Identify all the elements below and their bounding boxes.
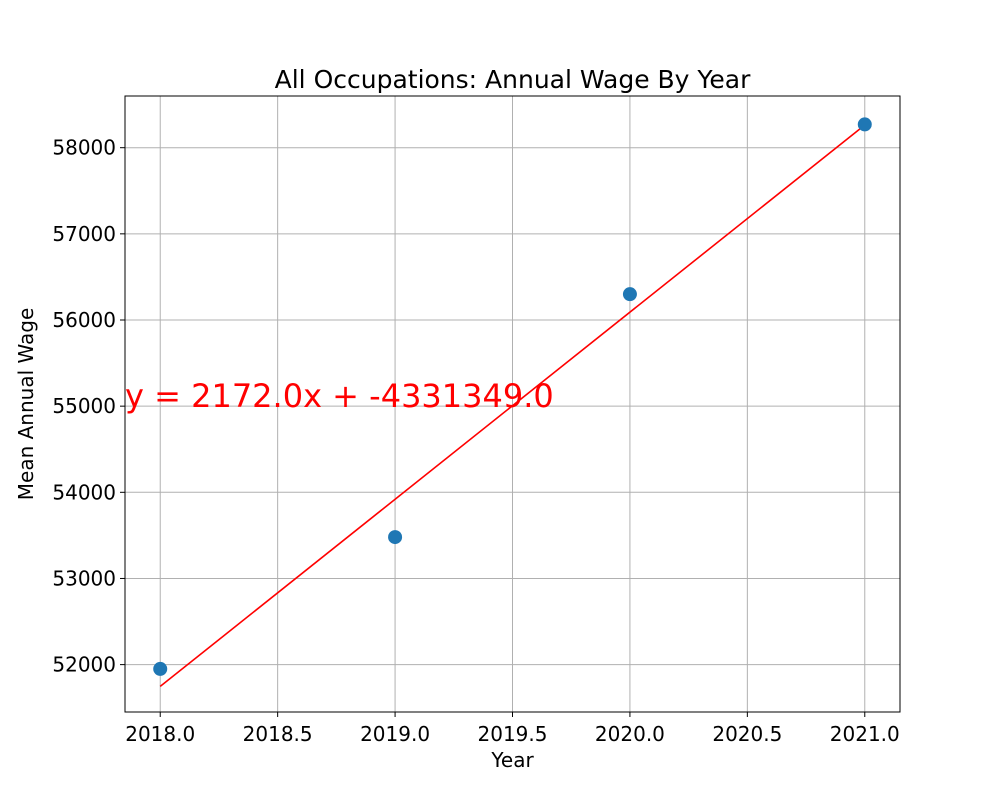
x-axis-label: Year <box>490 748 534 772</box>
x-tick-label: 2018.5 <box>243 722 313 746</box>
x-tick-label: 2019.0 <box>360 722 430 746</box>
y-axis-label: Mean Annual Wage <box>14 308 38 500</box>
y-tick-label: 55000 <box>52 394 116 418</box>
data-series <box>153 117 872 688</box>
x-tick-label: 2021.0 <box>830 722 900 746</box>
x-tick-label: 2018.0 <box>125 722 195 746</box>
y-tick-label: 56000 <box>52 308 116 332</box>
data-point <box>388 530 403 545</box>
y-tick-label: 58000 <box>52 136 116 160</box>
x-tick-label: 2020.5 <box>712 722 782 746</box>
x-tick-label: 2020.0 <box>595 722 665 746</box>
data-point <box>153 661 168 676</box>
regression-equation-label: y = 2172.0x + -4331349.0 <box>125 377 554 415</box>
x-tick-label: 2019.5 <box>478 722 548 746</box>
y-tick-label: 54000 <box>52 480 116 504</box>
grid-lines <box>125 96 900 712</box>
data-point <box>622 287 637 302</box>
y-tick-label: 52000 <box>52 653 116 677</box>
regression-line <box>159 124 866 688</box>
annotations: y = 2172.0x + -4331349.0 <box>125 377 554 415</box>
y-tick-label: 53000 <box>52 566 116 590</box>
tick-marks: 2018.0 2018.5 2019.0 2019.5 2020.0 2020.5 2021… <box>52 136 899 746</box>
chart-title: All Occupations: Annual Wage By Year <box>275 65 751 94</box>
data-point <box>857 117 872 132</box>
y-tick-label: 57000 <box>52 222 116 246</box>
